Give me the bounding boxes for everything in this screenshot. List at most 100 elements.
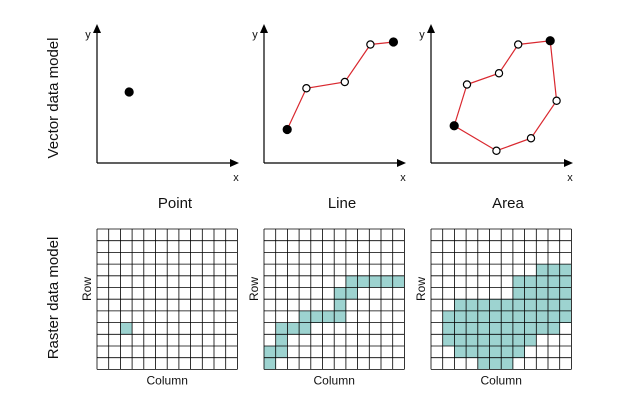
row-axis-label: Row	[247, 277, 261, 301]
raster-cell	[559, 310, 572, 323]
raster-cell	[524, 322, 537, 335]
vertex-node	[449, 121, 459, 131]
raster-cell	[536, 322, 548, 335]
raster-cell	[334, 299, 346, 311]
raster-cell	[477, 357, 490, 370]
column-title-point: Point	[158, 195, 193, 212]
raster-cell	[501, 346, 513, 358]
raster-cell	[454, 322, 467, 335]
raster-cell	[548, 310, 560, 323]
x-axis-label: x	[400, 172, 406, 184]
column-axis-label: Column	[481, 373, 522, 387]
column-axis-label: Column	[314, 373, 355, 387]
raster-cell	[536, 264, 548, 276]
vertex-point	[552, 96, 561, 105]
raster-cell	[381, 275, 393, 288]
raster-cell	[275, 334, 288, 346]
raster-cell	[559, 299, 572, 311]
raster-cell	[489, 334, 502, 346]
raster-cell	[512, 322, 525, 335]
raster-cell	[454, 346, 467, 358]
raster-cell	[264, 346, 276, 358]
x-axis-label: x	[233, 172, 239, 184]
raster-cell	[548, 264, 560, 276]
raster-cell	[442, 310, 455, 323]
raster-cell	[548, 287, 560, 300]
vertex-point	[462, 80, 472, 89]
raster-cell	[287, 322, 300, 335]
column-title-area: Area	[492, 195, 524, 212]
raster-cell	[512, 299, 525, 311]
raster-panel-area: Row Column	[414, 228, 572, 387]
raster-cell	[524, 299, 537, 311]
raster-cell	[489, 310, 502, 323]
raster-cell	[442, 334, 455, 346]
vertex-point	[526, 134, 536, 143]
row-axis-label: Row	[80, 277, 94, 301]
raster-cell	[477, 299, 490, 311]
x-axis-label: x	[567, 172, 573, 184]
vertex-node	[545, 36, 555, 46]
raster-cell	[357, 275, 370, 288]
raster-cell	[392, 275, 405, 288]
raster-cell	[489, 322, 502, 335]
vertex-point	[494, 69, 504, 78]
raster-cell	[264, 357, 276, 370]
raster-cell	[477, 346, 490, 358]
raster-cell	[454, 310, 467, 323]
y-axis-label: y	[85, 29, 91, 41]
raster-cell	[512, 334, 525, 346]
x-axis-arrow	[564, 159, 573, 167]
raster-cell	[559, 264, 572, 276]
vector-row-label: Vector data model	[45, 38, 62, 159]
y-axis-arrow	[427, 24, 435, 33]
raster-cell	[512, 287, 525, 300]
vertex-node	[282, 124, 292, 135]
raster-cell	[501, 299, 513, 311]
y-axis-arrow	[93, 24, 101, 33]
raster-cell	[559, 275, 572, 288]
raster-cell	[477, 322, 490, 335]
raster-cell	[345, 275, 358, 288]
raster-cell	[442, 322, 455, 335]
raster-cell	[466, 346, 478, 358]
vertex-point	[340, 77, 349, 87]
vertex-node	[388, 37, 399, 47]
raster-cell	[512, 275, 525, 288]
raster-cell	[536, 310, 548, 323]
y-axis-label: y	[252, 29, 258, 41]
raster-cell	[489, 357, 502, 370]
vertex-point	[366, 40, 375, 49]
raster-cell	[345, 287, 358, 300]
raster-row-label: Raster data model	[45, 237, 62, 360]
x-axis-arrow	[230, 159, 239, 167]
raster-panel-point: Row Column	[80, 228, 238, 387]
column-title-line: Line	[328, 195, 356, 212]
raster-cell	[512, 310, 525, 323]
raster-cell	[489, 346, 502, 358]
raster-cell	[120, 322, 133, 335]
raster-cell	[524, 275, 537, 288]
vertex-point	[492, 146, 501, 155]
raster-cell	[275, 346, 288, 358]
raster-cell	[548, 322, 560, 335]
raster-cell	[310, 310, 323, 323]
row-axis-label: Row	[414, 277, 428, 301]
x-axis-arrow	[397, 159, 406, 167]
raster-cell	[334, 310, 346, 323]
vertex-point	[514, 40, 523, 49]
vector-panel-line: yx	[252, 24, 406, 184]
raster-cell	[512, 346, 525, 358]
raster-cell	[536, 299, 548, 311]
raster-cell	[466, 299, 478, 311]
y-axis-label: y	[419, 29, 425, 41]
raster-cell	[501, 310, 513, 323]
vertex-point	[302, 84, 311, 93]
raster-cell	[524, 334, 537, 346]
raster-cell	[466, 322, 478, 335]
raster-cell	[454, 299, 467, 311]
raster-cell	[477, 310, 490, 323]
vector-panel-area: yx	[419, 24, 573, 184]
raster-cell	[489, 299, 502, 311]
